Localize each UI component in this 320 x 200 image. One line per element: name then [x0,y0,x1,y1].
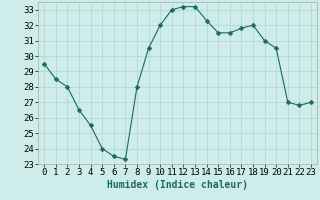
X-axis label: Humidex (Indice chaleur): Humidex (Indice chaleur) [107,180,248,190]
